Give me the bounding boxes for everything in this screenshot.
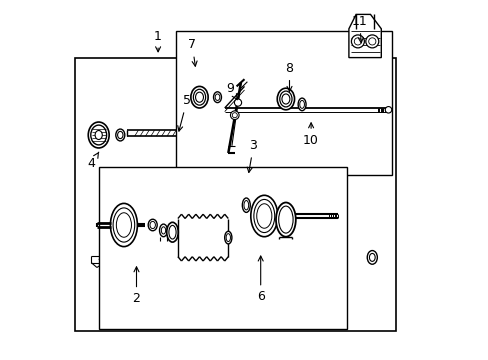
Ellipse shape [224, 231, 231, 244]
Polygon shape [75, 58, 395, 331]
Circle shape [232, 113, 237, 118]
Ellipse shape [242, 198, 250, 212]
Ellipse shape [190, 86, 208, 108]
Ellipse shape [278, 206, 292, 233]
Ellipse shape [95, 130, 102, 139]
Ellipse shape [298, 98, 305, 111]
Ellipse shape [282, 94, 289, 104]
Polygon shape [348, 14, 381, 58]
Ellipse shape [213, 92, 221, 103]
Ellipse shape [116, 129, 124, 141]
Text: 4: 4 [87, 152, 99, 170]
Text: 2: 2 [132, 267, 140, 305]
Ellipse shape [253, 199, 274, 233]
Text: 3: 3 [247, 139, 257, 172]
Polygon shape [176, 31, 391, 175]
Ellipse shape [113, 208, 134, 242]
Ellipse shape [279, 91, 291, 107]
Ellipse shape [110, 203, 137, 247]
Ellipse shape [299, 100, 304, 108]
Polygon shape [99, 167, 346, 329]
Circle shape [368, 38, 375, 45]
Ellipse shape [385, 107, 391, 113]
Circle shape [365, 35, 378, 48]
Ellipse shape [159, 224, 167, 237]
Ellipse shape [368, 253, 374, 261]
Ellipse shape [193, 89, 205, 105]
Ellipse shape [161, 227, 165, 234]
Text: 1: 1 [154, 30, 162, 52]
Text: 9: 9 [225, 82, 237, 100]
Ellipse shape [168, 225, 176, 239]
Text: 10: 10 [303, 123, 318, 147]
Text: 5: 5 [178, 94, 190, 131]
Ellipse shape [256, 204, 271, 228]
Ellipse shape [195, 92, 203, 102]
Circle shape [351, 35, 364, 48]
Ellipse shape [244, 201, 248, 210]
Ellipse shape [116, 213, 131, 237]
Ellipse shape [366, 251, 377, 264]
Ellipse shape [91, 125, 106, 145]
Ellipse shape [150, 221, 155, 229]
Ellipse shape [148, 219, 157, 231]
Circle shape [234, 99, 241, 106]
Ellipse shape [88, 122, 109, 148]
Ellipse shape [117, 131, 123, 139]
Ellipse shape [166, 222, 178, 242]
Ellipse shape [277, 88, 294, 110]
Text: 6: 6 [256, 256, 264, 303]
Text: 11: 11 [351, 15, 367, 43]
Circle shape [354, 38, 361, 45]
Text: 7: 7 [188, 39, 197, 66]
Ellipse shape [250, 195, 277, 237]
Text: 8: 8 [285, 62, 293, 91]
Ellipse shape [275, 202, 295, 237]
Ellipse shape [215, 94, 220, 100]
Circle shape [230, 111, 239, 120]
Ellipse shape [225, 234, 230, 242]
